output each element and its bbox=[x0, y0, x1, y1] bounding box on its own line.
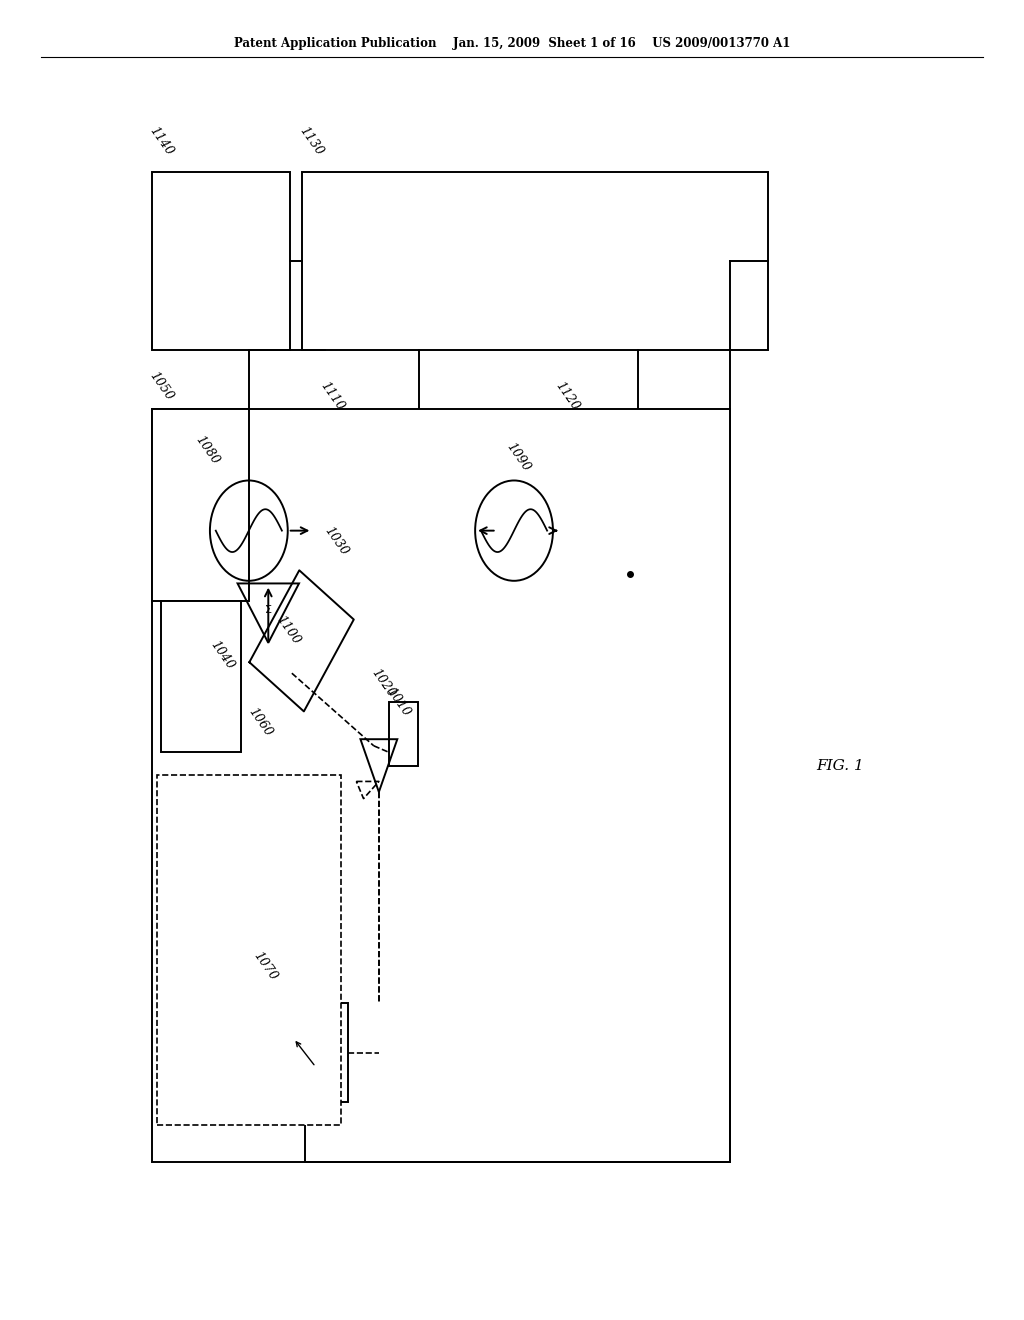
Text: 1140: 1140 bbox=[146, 124, 175, 158]
Text: 1100: 1100 bbox=[273, 612, 302, 647]
Bar bbox=[161, 601, 241, 752]
Text: 1080: 1080 bbox=[193, 433, 221, 467]
Bar bbox=[389, 702, 418, 766]
Text: 1090: 1090 bbox=[504, 440, 532, 474]
Bar bbox=[261, 1003, 348, 1102]
Bar bbox=[157, 775, 341, 1125]
Bar bbox=[302, 172, 768, 350]
Bar bbox=[558, 420, 701, 572]
Text: 1070: 1070 bbox=[251, 949, 280, 983]
Text: 1050: 1050 bbox=[146, 368, 175, 403]
Text: 1130: 1130 bbox=[297, 124, 326, 158]
Bar bbox=[152, 409, 249, 601]
Text: FIG. 1: FIG. 1 bbox=[816, 759, 863, 772]
Bar bbox=[312, 574, 691, 733]
Text: 1030: 1030 bbox=[322, 524, 350, 558]
Bar bbox=[152, 172, 290, 350]
Text: 1060: 1060 bbox=[246, 705, 274, 739]
Text: 1020: 1020 bbox=[369, 665, 397, 700]
Text: 1040: 1040 bbox=[208, 638, 237, 672]
Bar bbox=[312, 420, 497, 572]
Text: 1010: 1010 bbox=[384, 685, 413, 719]
Text: 1120: 1120 bbox=[553, 379, 582, 413]
Text: 1110: 1110 bbox=[317, 379, 346, 413]
Bar bbox=[152, 409, 730, 1162]
Text: $\Sigma$: $\Sigma$ bbox=[264, 603, 272, 615]
Text: Patent Application Publication    Jan. 15, 2009  Sheet 1 of 16    US 2009/001377: Patent Application Publication Jan. 15, … bbox=[233, 37, 791, 50]
